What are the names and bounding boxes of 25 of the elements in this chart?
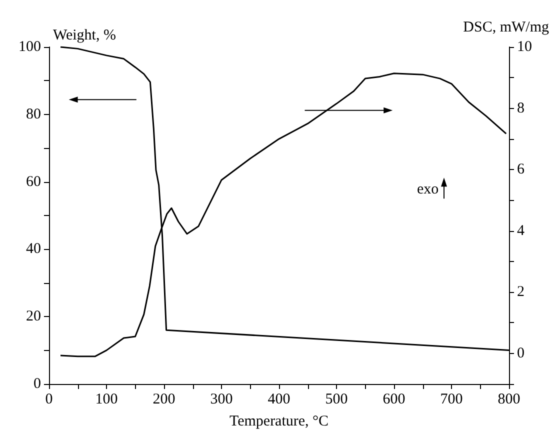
x-tick-label: 500 — [325, 392, 348, 408]
y2-tick-label: 8 — [517, 100, 524, 116]
x-tick-label: 800 — [498, 392, 520, 408]
x-tick-label: 700 — [440, 392, 463, 408]
x-tick-label: 600 — [382, 392, 406, 408]
y-tick-label: 40 — [26, 241, 41, 258]
y2-axis-title: DSC, mW/mg — [463, 20, 550, 36]
x-axis-title: Temperature, °C — [229, 414, 329, 430]
y2-tick-label: 2 — [517, 284, 524, 300]
x-tick-label: 100 — [95, 392, 118, 408]
y2-tick-label: 10 — [517, 39, 532, 55]
y-tick-label: 60 — [26, 174, 41, 190]
x-tick-label: 0 — [45, 392, 53, 408]
y2-tick-label: 0 — [517, 345, 524, 362]
y-tick-label: 100 — [18, 39, 41, 55]
y-axis-title: Weight, % — [53, 28, 116, 44]
y-tick-label: 80 — [26, 106, 41, 122]
y-tick-label: 0 — [34, 376, 41, 392]
x-tick-label: 300 — [210, 392, 233, 408]
x-tick-label: 200 — [152, 392, 176, 408]
x-tick-label: 400 — [268, 392, 290, 408]
y-tick-label: 20 — [26, 308, 41, 325]
y2-tick-label: 4 — [517, 222, 525, 239]
y2-tick-label: 6 — [517, 162, 525, 178]
annotation: exo — [417, 182, 439, 198]
